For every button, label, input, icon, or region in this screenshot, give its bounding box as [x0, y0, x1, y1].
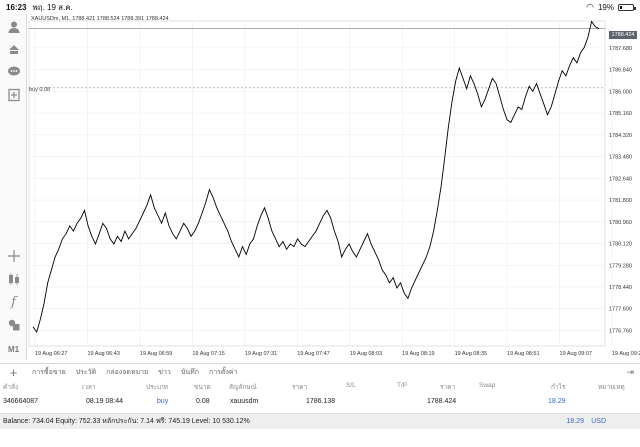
add-order-icon[interactable]: +: [9, 365, 18, 380]
status-bar: 16:23 พฤ. 19 ส.ค. ◠ 19%: [0, 0, 640, 14]
y-tick-label: 1779.280: [609, 263, 632, 269]
price-series-line: [32, 20, 600, 334]
y-tick-label: 1780.960: [609, 220, 632, 226]
header-time: เวลา: [82, 384, 96, 391]
x-axis: 19 Aug 06:27 19 Aug 06:43 19 Aug 06:59 19 A…: [35, 351, 640, 357]
add-chart-icon[interactable]: [4, 86, 23, 104]
y-tick-label: 1782.640: [609, 176, 632, 182]
tab-journal[interactable]: บันทึก: [180, 368, 199, 376]
x-tick-label: 19 Aug 08:35: [455, 351, 487, 357]
trade-icon[interactable]: [4, 40, 23, 58]
chart-canvas[interactable]: 1787.680 1786.840 1786.000 1785.160 1784.320…: [27, 14, 640, 360]
wifi-icon: ◠: [586, 1, 594, 12]
x-tick-label: 19 Aug 09:07: [560, 351, 592, 357]
row-symbol: xauusdm: [230, 398, 259, 405]
y-tick-label: 1786.000: [609, 89, 632, 95]
y-tick-label: 1778.440: [609, 285, 632, 291]
crosshair-icon[interactable]: [4, 247, 23, 265]
y-tick-label: 1781.800: [609, 198, 632, 204]
header-type: ประเภท: [146, 384, 168, 391]
tab-mailbox[interactable]: กล่องจดหมาย: [106, 368, 149, 376]
tab-trade[interactable]: การซื้อขาย: [32, 368, 66, 376]
chat-icon[interactable]: [4, 63, 23, 81]
x-tick-label: 19 Aug 07:31: [245, 351, 277, 357]
x-tick-label: 19 Aug 06:59: [140, 351, 172, 357]
tab-history[interactable]: ประวัติ: [75, 368, 97, 376]
header-symbol: สัญลักษณ์: [229, 384, 257, 391]
x-tick-label: 19 Aug 08:51: [507, 351, 539, 357]
row-current-price: 1788.424: [427, 398, 457, 405]
y-tick-label: 1777.600: [609, 307, 632, 313]
chart-grid: [28, 20, 613, 347]
header-size: ขนาด: [194, 384, 211, 391]
tab-settings[interactable]: การตั้งค่า: [208, 368, 238, 376]
clock: 16:23: [6, 2, 27, 12]
account-icon[interactable]: [4, 18, 23, 36]
row-price: 1786.138: [306, 398, 336, 405]
tab-news[interactable]: ข่าว: [158, 368, 171, 376]
position-row[interactable]: 346664087 08.19 08:44 buy 0.08 xauusdm 1…: [0, 398, 640, 411]
balance-bar: Balance: 734.04 Equity: 752.33 หลักประกั…: [0, 413, 640, 429]
y-tick-label: 1783.480: [609, 155, 632, 161]
timeframe-label[interactable]: M1: [7, 344, 20, 354]
header-current-price: ราคา: [440, 384, 456, 391]
toolbox-tabs: + การซื้อขาย ประวัติ กล่องจดหมาย ข่าว บั…: [0, 363, 640, 381]
balance-summary: Balance: 734.04 Equity: 752.33 หลักประกั…: [3, 418, 250, 425]
function-icon[interactable]: f: [11, 294, 16, 310]
header-profit: กำไร: [551, 384, 566, 391]
x-tick-label: 19 Aug 06:43: [87, 351, 119, 357]
exit-icon[interactable]: ⇥: [626, 367, 634, 377]
x-tick-label: 19 Aug 09:23: [612, 351, 640, 357]
y-tick-label: 1785.160: [609, 111, 632, 117]
row-order: 346664087: [3, 398, 39, 405]
header-tp: T/P: [397, 382, 408, 389]
chart-caption: XAUUSDm, M1, 1788.421 1788.524 1788.391 …: [31, 16, 169, 22]
price-chart[interactable]: 1787.680 1786.840 1786.000 1785.160 1784.320…: [27, 14, 640, 360]
x-tick-label: 19 Aug 08:03: [350, 351, 382, 357]
y-tick-label: 1780.120: [609, 242, 632, 248]
positions-table-header: คำสั่ง เวลา ประเภท ขนาด สัญลักษณ์ ราคา S…: [0, 382, 640, 394]
row-time: 08.19 08:44: [86, 398, 123, 405]
y-tick-label: 1786.840: [609, 68, 632, 74]
objects-icon[interactable]: [4, 316, 23, 334]
header-comment: หมายเหตุ: [598, 384, 625, 391]
indicator-icon[interactable]: [4, 270, 23, 288]
header-sl: S/L: [346, 382, 356, 389]
x-tick-label: 19 Aug 07:47: [297, 351, 329, 357]
y-tick-label: 1776.760: [609, 328, 632, 334]
header-price: ราคา: [292, 384, 308, 391]
chart-toolbar: f M1: [0, 14, 27, 360]
status-right: ◠ 19%: [586, 1, 636, 13]
row-profit: 18.29: [548, 398, 566, 405]
battery-icon: [618, 3, 636, 11]
x-tick-label: 19 Aug 07:15: [192, 351, 224, 357]
date: พฤ. 19 ส.ค.: [32, 2, 73, 12]
current-price-tag: 1788.424: [609, 31, 637, 39]
total-profit: 18.29: [566, 418, 584, 425]
x-tick-label: 19 Aug 08:19: [402, 351, 434, 357]
battery-fill: [620, 5, 623, 9]
row-type: buy: [157, 398, 169, 405]
header-swap: Swap: [479, 382, 496, 389]
row-size: 0.08: [196, 398, 210, 405]
y-tick-label: 1784.320: [609, 133, 632, 139]
y-tick-label: 1787.680: [609, 46, 632, 52]
y-axis: 1787.680 1786.840 1786.000 1785.160 1784.320…: [609, 46, 632, 335]
battery-percent: 19%: [597, 2, 614, 12]
buy-line-label: buy 0.08: [29, 87, 51, 93]
plot-frame: [28, 20, 606, 347]
total-currency: USD: [591, 418, 606, 425]
x-tick-label: 19 Aug 06:27: [35, 351, 67, 357]
header-order: คำสั่ง: [3, 384, 19, 391]
